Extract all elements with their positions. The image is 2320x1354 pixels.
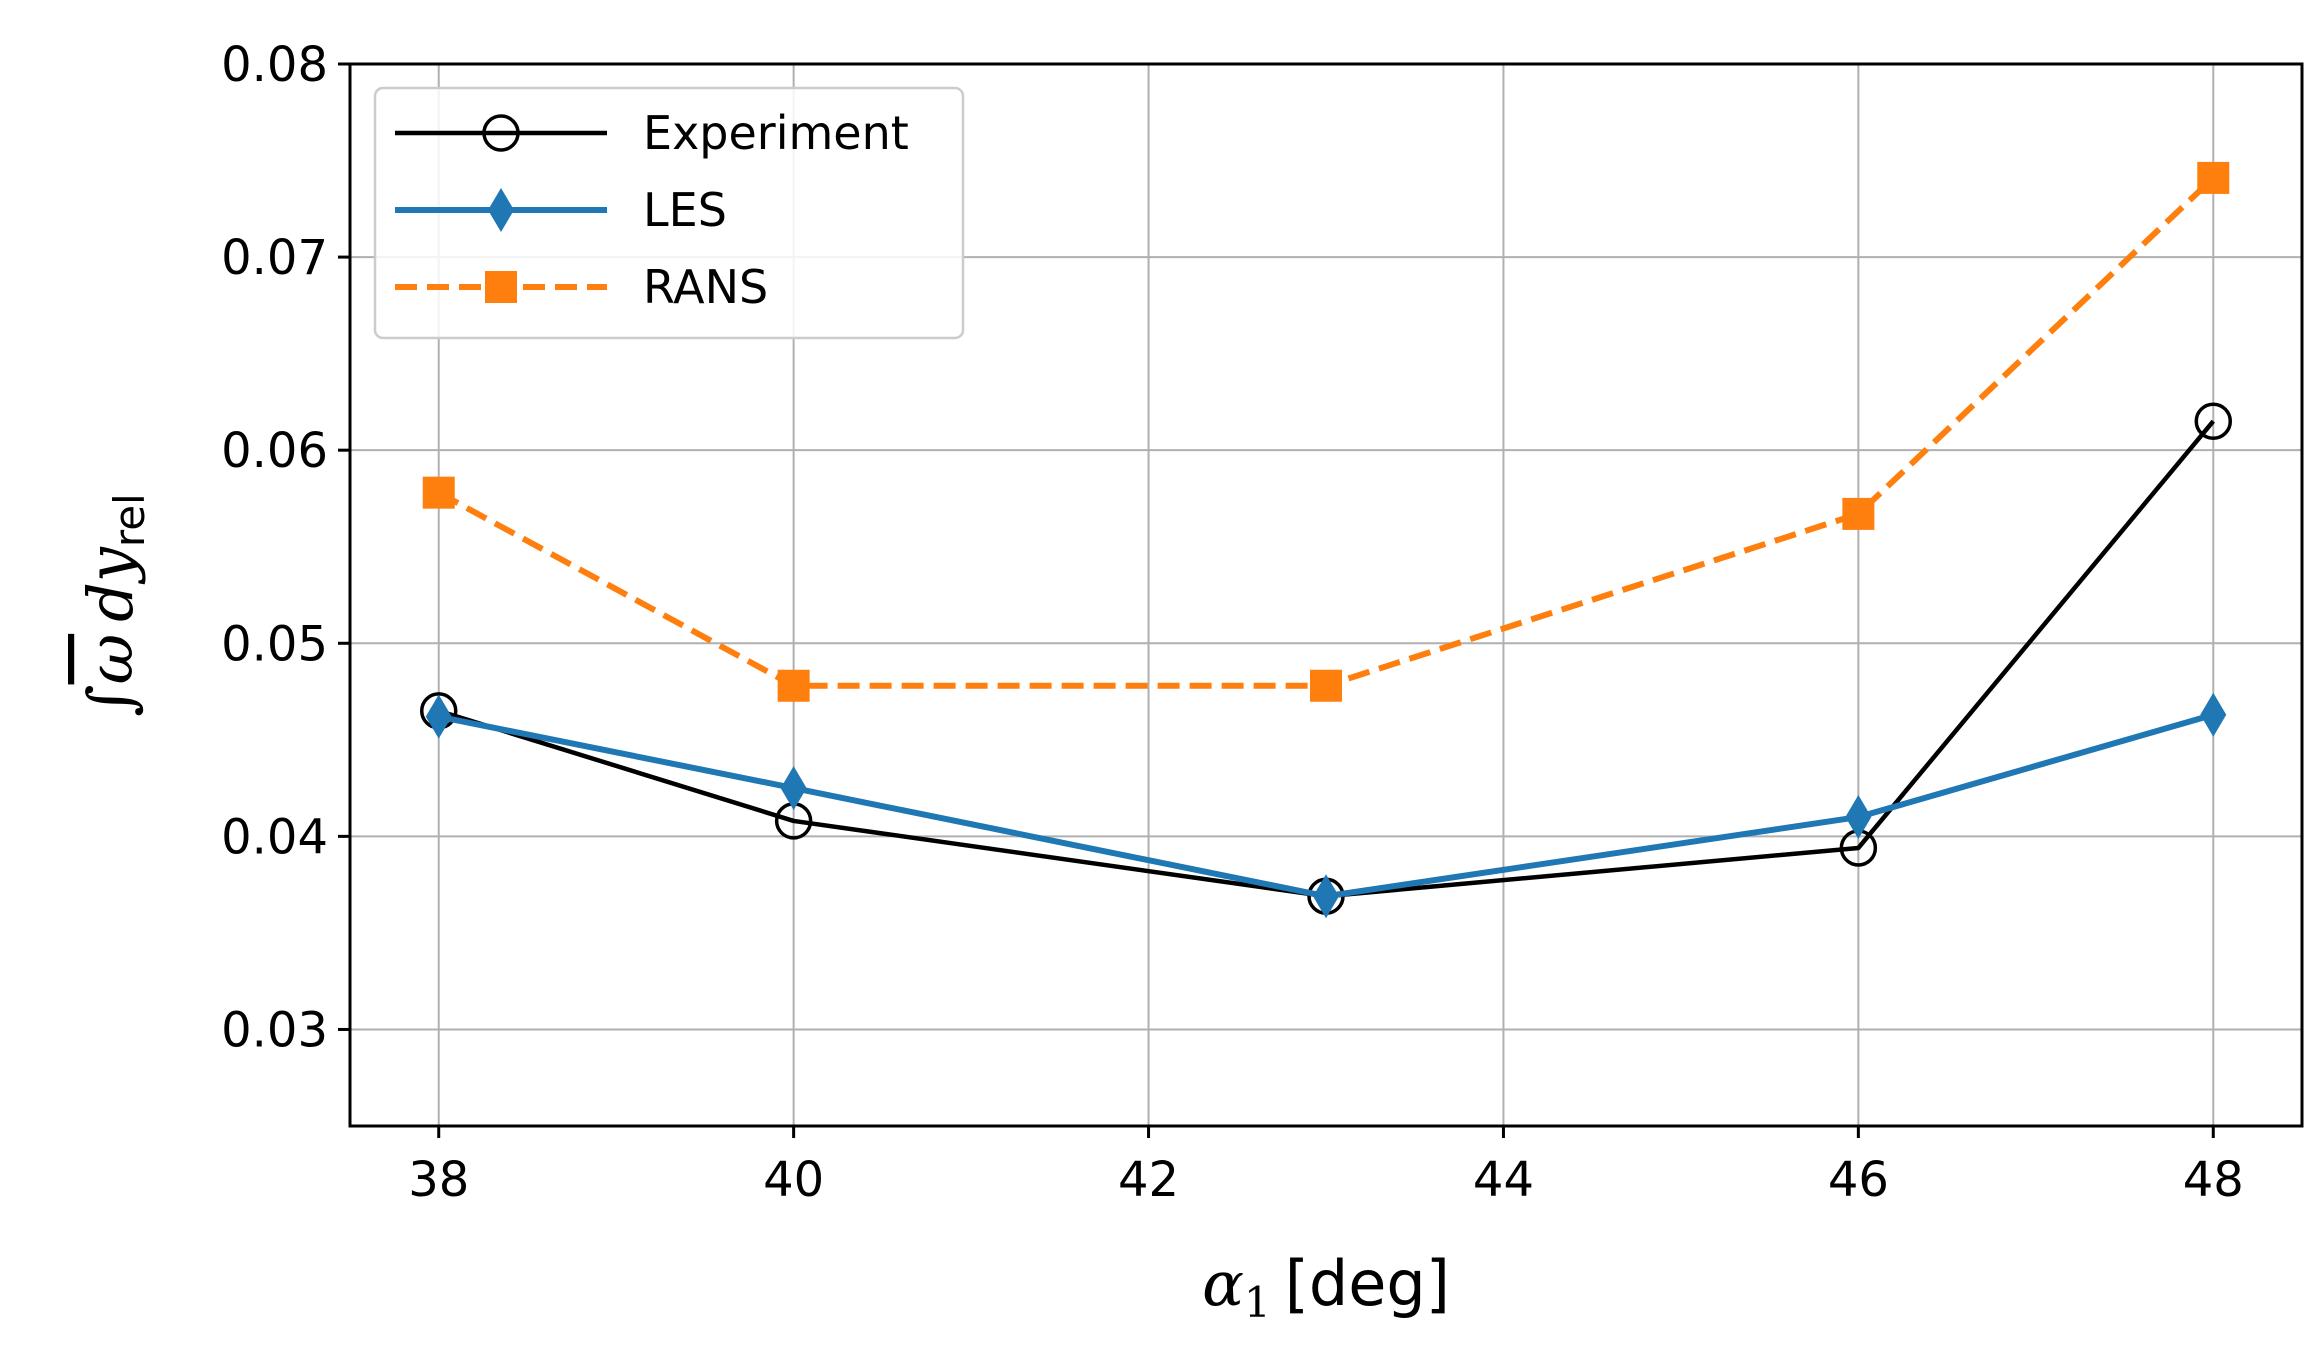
plot-frame — [348, 62, 2304, 1128]
series-layer — [419, 161, 2233, 919]
legend-entry-experiment: Experiment — [395, 106, 909, 160]
data-point-les — [1313, 874, 1339, 919]
legend-marker-les — [488, 188, 514, 232]
data-point-les — [2200, 692, 2227, 737]
data-point-rans — [2197, 161, 2230, 194]
data-point-rans — [777, 669, 810, 702]
y-axis-y: y — [74, 546, 147, 585]
legend-marker-experiment — [482, 114, 520, 152]
data-point-les — [425, 694, 452, 739]
legend-label-les: LES — [643, 183, 727, 237]
legend-entry-les: LES — [395, 183, 727, 237]
legend-box — [373, 86, 965, 340]
x-tick-label: 46 — [1828, 1152, 1889, 1208]
legend-entry-rans: RANS — [395, 260, 768, 314]
y-tick-label: 0.08 — [221, 37, 328, 93]
y-axis-subscript: rel — [105, 493, 154, 547]
legend: Experiment LES RANS — [373, 86, 965, 340]
x-axis-symbol: α — [1202, 1247, 1244, 1320]
y-axis-omega: ω — [74, 634, 147, 685]
y-tick-label: 0.06 — [221, 423, 328, 479]
ticks: 38 40 42 44 46 48 0.03 0.04 0.05 0.06 0.07 0.08 — [221, 37, 2244, 1208]
data-point-rans — [1842, 497, 1875, 530]
x-tick-label: 38 — [408, 1152, 469, 1208]
y-axis-label: ∫ωdyrel — [74, 493, 154, 716]
data-point-rans — [1310, 669, 1342, 702]
data-point-rans — [422, 476, 455, 509]
x-axis-label: α1 [deg] — [1202, 1247, 1450, 1327]
x-tick-label: 40 — [763, 1152, 824, 1208]
y-tick-label: 0.03 — [221, 1002, 328, 1058]
y-tick-label: 0.04 — [221, 809, 328, 865]
y-axis-integral: ∫ — [74, 684, 147, 716]
legend-label-experiment: Experiment — [643, 106, 909, 160]
legend-label-rans: RANS — [643, 260, 768, 314]
x-axis-unit: [deg] — [1285, 1247, 1450, 1320]
x-axis-subscript: 1 — [1244, 1278, 1271, 1327]
data-point-les — [780, 766, 807, 811]
legend-marker-rans — [485, 271, 517, 303]
svg-text:∫ωdyrel: ∫ωdyrel — [74, 493, 154, 716]
y-axis-d: d — [74, 582, 147, 622]
series-rans — [422, 161, 2230, 702]
y-tick-label: 0.07 — [221, 230, 328, 286]
x-tick-label: 44 — [1473, 1152, 1534, 1208]
x-tick-label: 42 — [1118, 1152, 1179, 1208]
x-tick-label: 48 — [2183, 1152, 2244, 1208]
series-les — [425, 692, 2227, 919]
y-tick-label: 0.05 — [221, 616, 328, 672]
data-point-les — [1845, 795, 1872, 840]
data-point-experiment — [2194, 402, 2233, 440]
